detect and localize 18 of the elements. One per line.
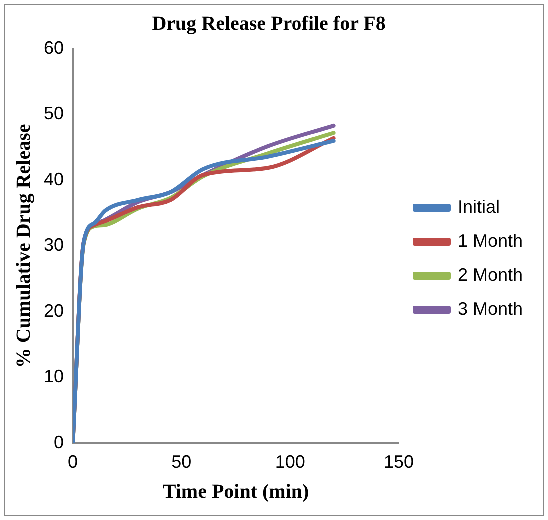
y-tick-label: 60 [44,38,64,58]
legend-label: 1 Month [458,230,524,251]
y-tick-label: 10 [44,366,64,387]
x-tick-label: 150 [384,452,414,472]
legend-label: Initial [458,196,500,217]
x-tick-label: 100 [275,452,306,472]
legend-label: 3 Month [458,298,524,319]
chart-title: Drug Release Profile for F8 [152,13,386,36]
x-axis-title: Time Point (min) [162,481,310,504]
y-tick-label: 20 [44,300,64,321]
y-axis-title: % Cumulative Drug Release [13,124,36,368]
x-tick-label: 0 [68,452,78,472]
y-tick-label: 40 [44,169,64,190]
legend-label: 2 Month [458,264,524,285]
y-tick-label: 0 [54,432,64,452]
y-tick-label: 50 [44,104,64,124]
y-tick-label: 30 [44,235,64,256]
x-tick-label: 50 [172,452,192,472]
